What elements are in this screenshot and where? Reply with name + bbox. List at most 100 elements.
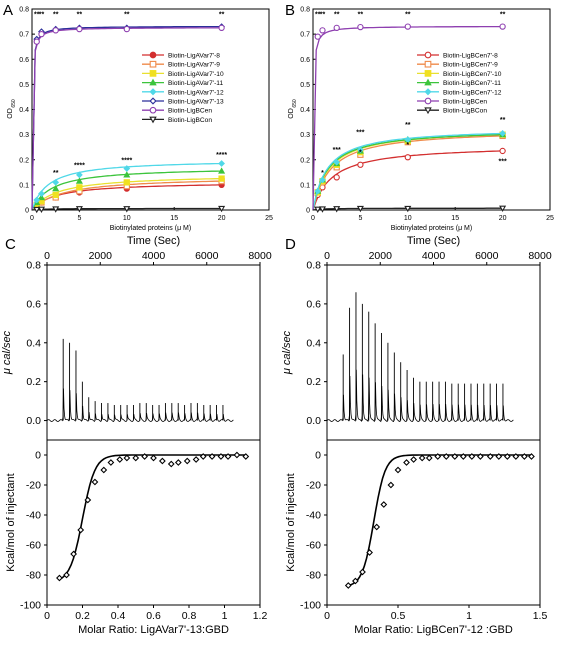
itc-isotherm-panel-d: 0 0.5 1 1.5 0 -20 -40 -60 -80 -100 Molar Ratio: Li… [285, 439, 547, 636]
data-point [404, 205, 412, 213]
legend-label: Biotin-LigBCen7'-11 [443, 80, 501, 87]
data-point [76, 25, 83, 33]
data-point [359, 568, 366, 576]
data-point [123, 454, 131, 462]
legend-marker [149, 78, 157, 86]
y-tick-label: 0.4 [300, 107, 310, 114]
y-tick-label: 0.7 [300, 32, 310, 39]
itc-raw-panel-d: 0 2000 4000 6000 8000 Time (Sec) 0.0 0.2 0.4 0.6 0… [281, 235, 552, 441]
x-tick-label: 2000 [369, 250, 393, 262]
data-point [314, 206, 322, 213]
data-point [52, 27, 59, 34]
significance-annotation: ** [334, 12, 340, 19]
y-tick-label: 0.5 [19, 82, 29, 89]
data-point [410, 456, 417, 463]
x-tick-label: 4000 [422, 250, 446, 262]
y-tick-label: 0.6 [300, 57, 310, 64]
y-tick-label: -80 [306, 570, 321, 582]
itc-isotherm-panel-c: 0 0.2 0.4 0.6 0.8 1 1.2 0 -20 -40 -60 -80 -100 Molar … [5, 439, 268, 636]
legend-marker [424, 60, 432, 68]
legend-label: Biotin-LigAVar7'-8 [168, 53, 220, 60]
y-tick-label: 0.5 [300, 82, 310, 89]
data-point [357, 23, 364, 31]
legend-label: Biotin-LigBCen [443, 99, 487, 106]
data-point [499, 147, 506, 155]
data-point [499, 23, 506, 30]
x-tick-label: 1 [222, 610, 228, 622]
y-tick-label: 0.7 [19, 32, 29, 39]
data-point [366, 549, 373, 556]
data-point [394, 466, 402, 474]
data-point [314, 33, 321, 40]
x-tick-label: 1.2 [253, 610, 268, 622]
legend-marker [149, 88, 157, 96]
data-point [218, 175, 225, 182]
legend-marker [149, 70, 157, 77]
significance-annotation: * [359, 150, 362, 157]
y-tick-label: 0.4 [26, 337, 41, 349]
data-point [442, 453, 450, 460]
x-axis-label: Biotinylated proteins (μ M) [110, 225, 191, 232]
x-tick-label: 0.5 [391, 610, 406, 622]
legend-marker [149, 51, 157, 59]
legend-label: Biotin-LigAVar7'-13 [168, 99, 224, 106]
x-tick-label: 25 [265, 215, 273, 222]
data-point [333, 174, 340, 181]
data-point [52, 178, 60, 186]
y-tick-label: 0 [35, 450, 41, 462]
legend-label: Biotin-LigBCen7'-9 [443, 62, 498, 69]
y-tick-label: 0.6 [19, 57, 29, 64]
significance-annotation: **** [121, 157, 132, 164]
legend-label: Biotin-LigBCen7'-8 [443, 53, 498, 60]
legend-label: Biotin-LigBCen7'-10 [443, 71, 502, 78]
significance-annotation: ** [500, 12, 506, 19]
data-point [218, 205, 226, 213]
y-tick-label: -100 [300, 600, 321, 612]
x-tick-label: 0 [311, 215, 315, 222]
y-tick-label: -60 [306, 540, 321, 552]
x-tick-label: 8000 [248, 250, 272, 262]
data-point [33, 206, 41, 214]
series-6 [312, 205, 507, 213]
x-tick-label: 2000 [89, 250, 113, 262]
data-point [77, 526, 85, 534]
y-axis-label-group: μ cal/sec [1, 330, 13, 375]
x-axis-title: Time (Sec) [407, 235, 460, 247]
significance-annotation: ** [405, 122, 411, 129]
series-5 [312, 23, 506, 211]
data-point [512, 453, 520, 460]
data-point [52, 184, 60, 192]
x-tick-label: 0 [324, 250, 330, 262]
data-point [387, 481, 395, 489]
data-point [63, 571, 70, 579]
y-axis-label-group: μ cal/sec [281, 330, 293, 375]
data-point [150, 454, 157, 462]
data-point [242, 453, 250, 460]
data-point [70, 550, 78, 558]
data-point [434, 453, 442, 460]
data-point [380, 501, 388, 508]
y-tick-label: 0 [306, 208, 310, 215]
data-point [132, 454, 140, 462]
data-point [37, 193, 46, 201]
data-point [37, 206, 46, 213]
significance-annotation: ** [405, 12, 411, 19]
y-tick-label: 0.3 [300, 132, 310, 139]
data-point [357, 161, 364, 168]
x-axis-label: Molar Ratio: LigAVar7'-13:GBD [78, 624, 229, 636]
y-tick-label: 0.8 [300, 7, 310, 14]
data-point [476, 453, 484, 460]
legend-marker [149, 106, 157, 114]
x-tick-label: 10 [404, 215, 412, 222]
y-tick-label: -80 [26, 570, 41, 582]
plot-frame [326, 439, 541, 606]
data-point [318, 206, 327, 213]
data-point [418, 454, 426, 462]
y-axis-label: OD [288, 108, 295, 119]
data-point [344, 582, 352, 589]
data-point [123, 171, 131, 178]
legend: Biotin-LigBCen7'-8 Biotin-LigBCen7'-9 Biot… [417, 51, 502, 115]
data-point [459, 453, 467, 460]
legend-marker [424, 78, 432, 86]
significance-annotation: ** [500, 117, 506, 124]
